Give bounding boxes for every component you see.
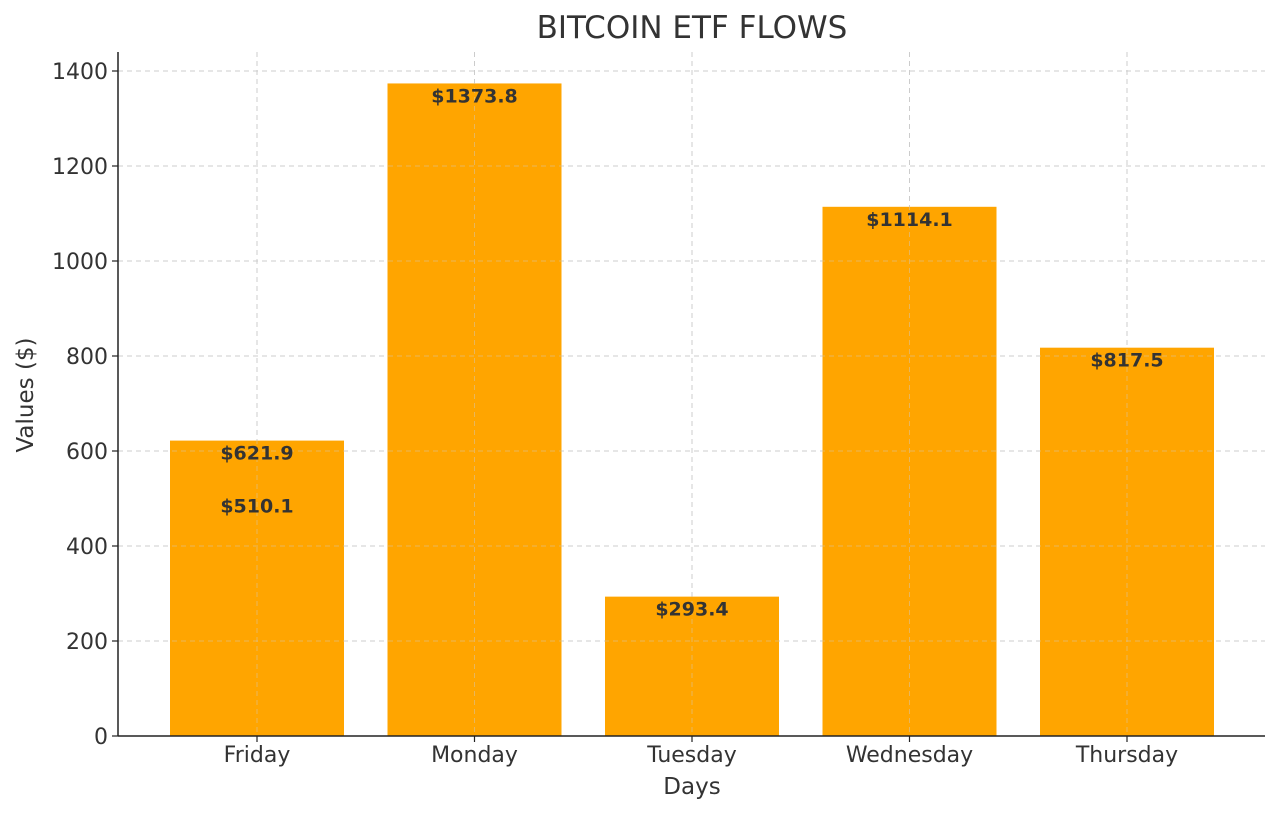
- data-labels: $621.9 $1373.8 $293.4 $1114.1 $817.5 $510.1: [220, 85, 1163, 620]
- chart-title: BITCOIN ETF FLOWS: [537, 10, 848, 46]
- data-label: $1373.8: [431, 85, 518, 107]
- y-tick-label: 0: [94, 725, 108, 750]
- bar-wednesday: [822, 206, 997, 737]
- y-tick-label: 400: [66, 535, 108, 560]
- y-axis-label: Values ($): [13, 337, 39, 452]
- data-label: $1114.1: [866, 209, 953, 231]
- x-tick-label: Tuesday: [646, 743, 737, 768]
- x-tick-label: Wednesday: [846, 743, 973, 768]
- y-tick-label: 600: [66, 440, 108, 465]
- y-tick-label: 200: [66, 630, 108, 655]
- y-tick-label: 1000: [52, 250, 108, 275]
- bar-monday: [387, 83, 562, 736]
- bar-friday: [170, 440, 344, 736]
- x-tick-label: Thursday: [1075, 743, 1178, 768]
- y-tick-label: 800: [66, 345, 108, 370]
- data-label: $293.4: [655, 599, 728, 621]
- x-tick-label: Friday: [224, 743, 291, 768]
- bar-tuesday: [605, 596, 779, 736]
- bars: [118, 52, 1265, 737]
- data-label: $621.9: [220, 443, 293, 465]
- y-tick-label: 1400: [52, 60, 108, 85]
- bar-thursday: [1040, 347, 1214, 736]
- x-axis-label: Days: [663, 774, 720, 800]
- axes: 0 200 400 600 800 1000 1200 1400 Friday Monday Tue…: [52, 52, 1265, 768]
- extra-data-label: $510.1: [220, 496, 293, 518]
- x-tick-label: Monday: [431, 743, 518, 768]
- data-label: $817.5: [1090, 350, 1163, 372]
- y-tick-label: 1200: [52, 155, 108, 180]
